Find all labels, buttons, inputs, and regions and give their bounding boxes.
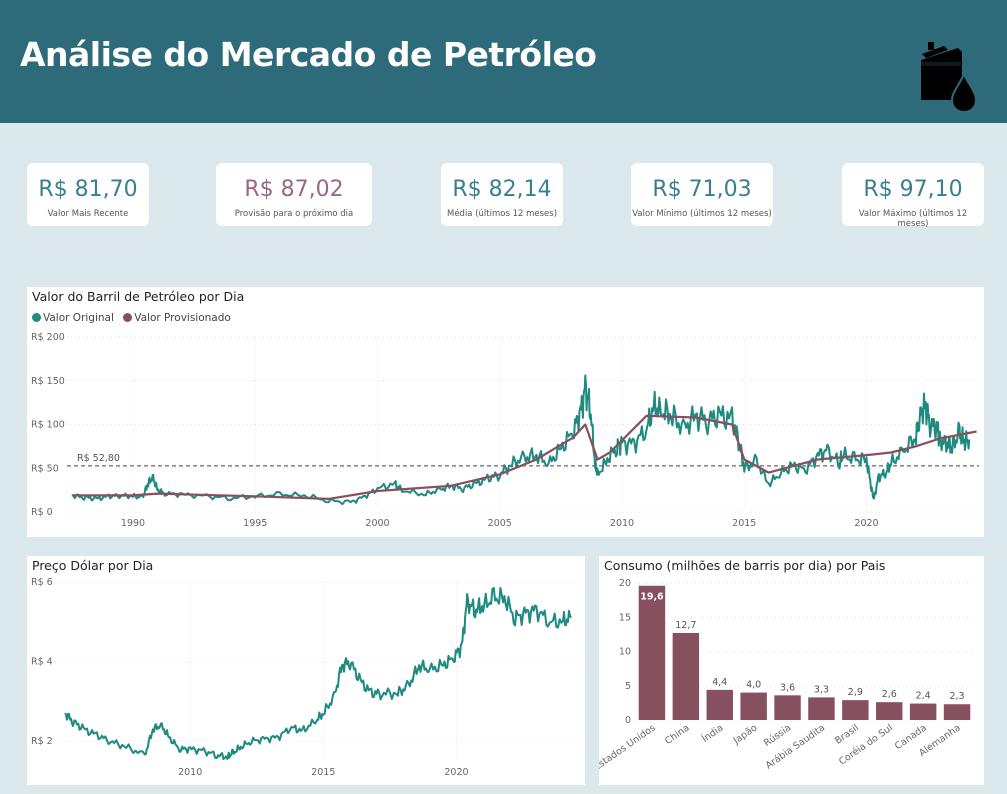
x-tick-label: 2020 — [854, 518, 878, 529]
x-tick-label: Brasil — [833, 722, 861, 746]
consumption-chart-card: Consumo (milhões de barris por dia) por … — [599, 556, 984, 785]
page-title: Análise do Mercado de Petróleo — [20, 35, 597, 74]
oil-price-chart-card: Valor do Barril de Petróleo por Dia Valo… — [27, 287, 984, 537]
x-tick-label: 2010 — [610, 518, 634, 529]
x-tick-label: 2005 — [488, 518, 512, 529]
kpi-value: R$ 87,02 — [244, 177, 344, 202]
header-banner: Análise do Mercado de Petróleo — [0, 0, 1007, 123]
y-tick-label: 10 — [619, 647, 631, 658]
bar — [909, 703, 937, 720]
legend-dot-forecast — [123, 313, 133, 322]
bar — [774, 695, 801, 720]
bar — [842, 700, 869, 720]
kpi-label: Média (últimos 12 meses) — [446, 209, 558, 219]
x-tick-label: Japão — [731, 722, 760, 747]
y-tick-label: 0 — [625, 715, 631, 726]
consumption-bar-chart[interactable]: 0 5 10 15 20 19,6 Estados Unidos 12,7 China 4,4 Ín… — [599, 556, 984, 785]
kpi-label: Valor Mais Recente — [47, 209, 129, 219]
kpi-label: Provisão para o próximo dia — [234, 209, 354, 219]
x-tick-label: 1990 — [121, 518, 145, 529]
x-tick-label: 2015 — [732, 518, 756, 529]
series-line-forecast — [71, 414, 977, 500]
dollar-chart-card: Preço Dólar por Dia R$ 2 R$ 4 R$ 6 2010 2015… — [27, 556, 585, 785]
kpi-card-latest: R$ 81,70 Valor Mais Recente — [27, 163, 149, 226]
data-label: 19,6 — [640, 592, 664, 603]
data-label: 2,3 — [949, 691, 964, 702]
data-label: 3,6 — [780, 682, 795, 693]
y-tick-label: R$ 0 — [31, 507, 53, 518]
kpi-card-minimum: R$ 71,03 Valor Mínimo (últimos 12 meses) — [631, 163, 773, 226]
data-label: 12,7 — [675, 620, 696, 631]
kpi-card-forecast: R$ 87,02 Provisão para o próximo dia — [216, 163, 372, 226]
bar — [943, 704, 971, 720]
oil-price-line-chart[interactable]: R$ 0 R$ 50 R$ 100 R$ 150 R$ 200 1990 1995 2000 2… — [27, 287, 984, 537]
kpi-value: R$ 71,03 — [652, 177, 752, 202]
x-tick-label: Índia — [699, 722, 725, 745]
bar — [808, 697, 835, 720]
kpi-label: Valor Máximo (últimos 12 meses) — [858, 209, 968, 229]
kpi-card-maximum: R$ 97,10 Valor Máximo (últimos 12 meses) — [842, 163, 984, 229]
data-label: 4,0 — [746, 680, 761, 691]
kpi-value: R$ 97,10 — [863, 177, 963, 202]
bar — [876, 702, 903, 720]
kpi-value: R$ 81,70 — [38, 177, 138, 202]
data-label: 2,9 — [848, 687, 863, 698]
chart-title: Consumo (milhões de barris por dia) por … — [604, 558, 886, 573]
x-tick-label: 2015 — [311, 767, 335, 778]
oil-barrel-icon — [921, 42, 978, 114]
y-tick-label: R$ 2 — [31, 736, 53, 747]
y-tick-label: 5 — [625, 681, 631, 692]
x-tick-label: China — [663, 722, 692, 747]
legend-label: Valor Original — [43, 312, 114, 324]
y-tick-label: R$ 50 — [31, 463, 59, 474]
data-label: 4,4 — [712, 677, 727, 688]
data-label: 3,3 — [814, 684, 829, 695]
chart-legend: Valor Original Valor Provisionado — [32, 312, 237, 324]
x-tick-label: 2020 — [444, 767, 468, 778]
x-tick-label: Estados Unidos — [599, 722, 658, 773]
data-label: 2,6 — [882, 689, 897, 700]
y-tick-label: R$ 6 — [31, 577, 53, 588]
kpi-label: Valor Mínimo (últimos 12 meses) — [632, 209, 772, 219]
x-tick-label: 2010 — [178, 767, 202, 778]
x-tick-label: Arábia Saudita — [764, 722, 828, 771]
x-tick-label: 1995 — [243, 518, 267, 529]
bar — [740, 692, 767, 720]
legend-label: Valor Provisionado — [134, 312, 231, 324]
y-tick-label: R$ 100 — [31, 420, 65, 431]
dollar-line-chart[interactable]: R$ 2 R$ 4 R$ 6 2010 2015 2020 — [27, 556, 585, 785]
kpi-value: R$ 82,14 — [452, 177, 552, 202]
bar — [706, 689, 733, 720]
data-label: 2,4 — [916, 691, 931, 702]
y-tick-label: 15 — [619, 612, 631, 623]
x-tick-label: 2000 — [365, 518, 389, 529]
y-tick-label: R$ 200 — [31, 332, 65, 343]
reference-line-label: R$ 52,80 — [77, 453, 120, 464]
y-tick-label: 20 — [619, 578, 631, 589]
y-tick-label: R$ 4 — [31, 657, 53, 668]
kpi-card-average: R$ 82,14 Média (últimos 12 meses) — [441, 163, 563, 226]
bar — [672, 633, 700, 720]
bar — [638, 585, 666, 720]
y-tick-label: R$ 150 — [31, 376, 65, 387]
legend-dot-original — [32, 313, 41, 322]
chart-title: Valor do Barril de Petróleo por Dia — [32, 289, 245, 304]
chart-title: Preço Dólar por Dia — [32, 558, 154, 573]
series-line-original — [64, 586, 572, 761]
series-line-original — [71, 374, 971, 506]
